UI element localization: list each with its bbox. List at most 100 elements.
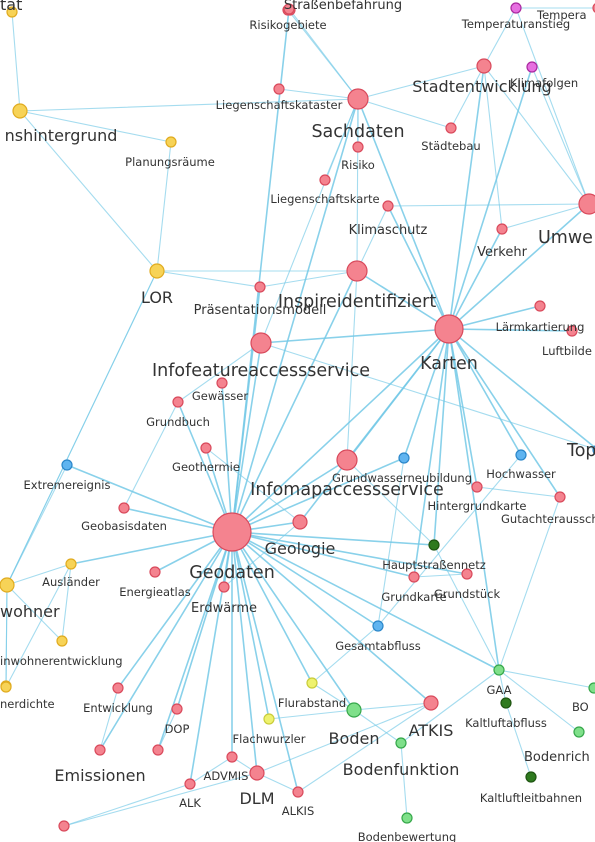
edge-geodaten-boden	[231, 531, 355, 711]
edge-geodaten-infomapaccessservice	[231, 459, 348, 533]
edge-geodaten-infofeatureaccessservice	[231, 342, 262, 533]
node-klimafolgen[interactable]	[526, 61, 538, 73]
node-einwohnerentwicklung[interactable]	[56, 635, 68, 647]
edge-infomapaccessservice-hauptstrassennetz	[346, 459, 435, 546]
node-geodaten[interactable]	[212, 512, 252, 552]
edge-karten-hauptstrassennetz	[433, 328, 450, 546]
edge-geodaten-sachdaten	[231, 98, 359, 533]
edge-geodaten-atkis	[231, 531, 432, 704]
node-geologie[interactable]	[292, 514, 308, 530]
node-grundbuch[interactable]	[172, 396, 184, 408]
node-anon4[interactable]	[0, 681, 12, 693]
node-hochwasser[interactable]	[515, 449, 527, 461]
edge-geodaten-emissionen	[99, 531, 233, 751]
node-label-klimaschutz: Klimaschutz	[349, 223, 428, 238]
edge-bodenfunktion-gaa	[400, 669, 500, 744]
edge-geodaten-gesamtabfluss	[231, 531, 379, 627]
node-karten[interactable]	[434, 314, 464, 344]
node-bodenbewertung[interactable]	[401, 812, 413, 824]
node-infomapaccessservice[interactable]	[336, 449, 358, 471]
edge-karten-infofeatureaccessservice	[260, 328, 450, 344]
edge-karten-hochwasser	[448, 328, 522, 456]
node-bodenfunktion[interactable]	[395, 737, 407, 749]
node-migrationshintergrund[interactable]	[12, 103, 28, 119]
node-label-atkis: ATKIS	[409, 721, 454, 740]
node-temperaturanstieg[interactable]	[510, 2, 522, 14]
edge-kaltluftabfluss-kaltluftleitbahnen	[505, 702, 532, 778]
node-liegenschaftskarte[interactable]	[319, 174, 331, 186]
node-grundwasserneubildung[interactable]	[398, 452, 410, 464]
node-label-liegenschaftskarte: Liegenschaftskarte	[270, 192, 379, 206]
node-extremereignis[interactable]	[61, 459, 73, 471]
node-auslaender[interactable]	[65, 558, 77, 570]
node-label-flurabstand: Flurabstand	[278, 696, 346, 710]
edge-einwohner-auslaender	[6, 563, 72, 586]
node-gewaesser[interactable]	[216, 377, 228, 389]
node-emissionen[interactable]	[94, 744, 106, 756]
node-alkis[interactable]	[292, 786, 304, 798]
edge-geodaten-flurabstand	[231, 531, 313, 684]
node-erdwaerme[interactable]	[218, 581, 230, 593]
node-liegenschaftskataster[interactable]	[273, 83, 285, 95]
node-gesamtabfluss[interactable]	[372, 620, 384, 632]
node-bodenrichtwerte[interactable]	[588, 682, 595, 694]
node-planungsraeume[interactable]	[165, 136, 177, 148]
node-stadtentwicklung[interactable]	[476, 58, 492, 74]
node-flachwurzler[interactable]	[263, 713, 275, 725]
node-energieatlas[interactable]	[149, 566, 161, 578]
node-verkehr[interactable]	[496, 223, 508, 235]
node-label-advmis: ADVMIS	[203, 769, 248, 783]
node-hauptstrassennetz[interactable]	[428, 539, 440, 551]
edge-einwohner-einwohnerentwicklung	[6, 584, 63, 642]
edge-karten-grundwasserneubildung	[403, 328, 450, 459]
node-hintergrundkarte[interactable]	[471, 481, 483, 493]
node-inspireidentifiziert[interactable]	[346, 260, 368, 282]
node-anon3[interactable]	[152, 744, 164, 756]
node-grundstueck[interactable]	[461, 568, 473, 580]
node-boden[interactable]	[346, 702, 362, 718]
node-gaa[interactable]	[493, 664, 505, 676]
node-kaltluftabfluss[interactable]	[500, 697, 512, 709]
node-stat[interactable]	[6, 6, 18, 18]
node-risiko[interactable]	[352, 141, 364, 153]
node-umwelt[interactable]	[578, 193, 595, 215]
node-staedtebau[interactable]	[445, 122, 457, 134]
node-kaltluftleitbahnen[interactable]	[525, 771, 537, 783]
node-label-sachdaten: Sachdaten	[311, 122, 404, 142]
node-lor[interactable]	[149, 263, 165, 279]
node-label-geodaten: Geodaten	[189, 563, 275, 583]
edge-umwelt-verkehr	[501, 203, 590, 230]
node-infofeatureaccessservice[interactable]	[250, 332, 272, 354]
node-luftbilder[interactable]	[566, 325, 578, 337]
node-label-grundwasserneubildung: Grundwasserneubildung	[332, 471, 472, 485]
node-entwicklung[interactable]	[112, 682, 124, 694]
node-einwohner[interactable]	[0, 577, 15, 593]
edge-lor-migrationshintergrund	[19, 110, 158, 272]
node-label-alkis: ALKIS	[282, 804, 315, 818]
node-grundkarte[interactable]	[408, 571, 420, 583]
node-anon1[interactable]	[283, 3, 295, 15]
node-klimaschutz[interactable]	[382, 200, 394, 212]
node-alk[interactable]	[184, 778, 196, 790]
edge-geodaten-flachwurzler	[231, 531, 270, 720]
edge-karten-laermkartierung	[448, 305, 541, 330]
node-advmis[interactable]	[226, 751, 238, 763]
node-geobasisdaten[interactable]	[118, 502, 130, 514]
node-label-bodenbewertung: Bodenbewertung	[358, 830, 457, 842]
node-geothermie[interactable]	[200, 442, 212, 454]
node-label-geothermie: Geothermie	[172, 460, 240, 474]
edge-geodaten-praesentationsmodell	[231, 286, 261, 533]
node-atkis[interactable]	[423, 695, 439, 711]
node-dlm[interactable]	[249, 765, 265, 781]
node-label-dlm: DLM	[239, 789, 274, 808]
node-sachdaten[interactable]	[347, 88, 369, 110]
node-dop[interactable]	[171, 703, 183, 715]
node-gutachterausschuss[interactable]	[554, 491, 566, 503]
node-flurabstand[interactable]	[306, 677, 318, 689]
node-anon2[interactable]	[58, 820, 70, 832]
node-laermkartierung[interactable]	[534, 300, 546, 312]
node-praesentationsmodell[interactable]	[254, 281, 266, 293]
node-label-risikogebiete: Risikogebiete	[249, 18, 326, 32]
node-bodenrich[interactable]	[573, 726, 585, 738]
